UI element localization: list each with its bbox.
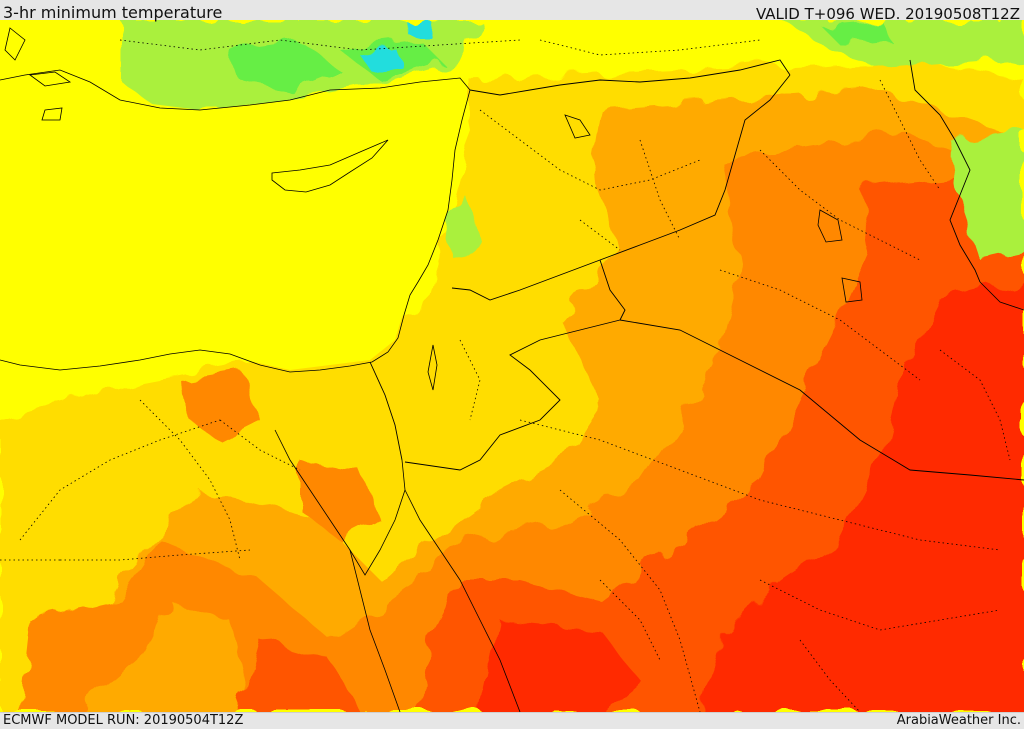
admin-line-2: [639, 139, 681, 241]
national-borders: [369, 59, 1024, 481]
egypt-israel-border: [369, 361, 403, 461]
lakes: [427, 114, 863, 391]
admin-borders: [0, 39, 1011, 712]
credit-label: ArabiaWeather Inc.: [896, 713, 1021, 728]
levant-coast: [0, 89, 471, 373]
mediterranean-sea: [0, 70, 470, 370]
admin-line-18: [459, 339, 481, 421]
lake-habbaniyah: [841, 277, 863, 303]
persian-gulf-coast: [979, 281, 1024, 311]
jordan-saudi-south: [404, 319, 621, 471]
temperature-map-svg: [0, 20, 1024, 712]
zone-light-green-zagros: [950, 130, 1024, 260]
iraq-iran-border: [909, 59, 981, 283]
model-run-label: ECMWF MODEL RUN: 20190504T12Z: [3, 713, 244, 728]
zone-red-orange-west: [240, 640, 360, 712]
turkey-south-coast: [0, 69, 471, 111]
zone-orange-west: [180, 370, 260, 440]
zone-light-green-lebanon: [440, 200, 480, 260]
syria-iraq-border: [599, 74, 791, 261]
admin-line-17: [579, 219, 621, 251]
admin-line-20: [939, 349, 1011, 461]
iraq-jordan-link: [599, 259, 626, 321]
admin-line-13: [219, 419, 301, 471]
aegean-islands: [4, 27, 72, 121]
zone-green-ne: [820, 20, 890, 45]
admin-line-11: [19, 419, 221, 541]
admin-line-6: [559, 489, 701, 712]
zone-red-arabia: [480, 620, 640, 712]
lake-assad: [564, 114, 591, 139]
zone-orange-sinai: [300, 460, 380, 540]
coastlines: [0, 27, 1024, 712]
red-sea-west-coast: [349, 549, 401, 712]
syria-turkey-border: [469, 59, 791, 96]
map-header: 3-hr minimum temperature VALID T+096 WED…: [0, 0, 1024, 23]
valid-time-label: VALID T+096 WED. 20190508T12Z: [755, 5, 1020, 23]
admin-line-19: [599, 579, 661, 661]
red-sea-east-coast: [404, 489, 521, 712]
cyprus-island: [271, 139, 389, 193]
zone-red: [700, 280, 1024, 712]
zone-cyan-ne: [405, 20, 430, 34]
lake-tharthar: [817, 209, 843, 243]
jordan-saudi-border: [451, 259, 601, 301]
iraq-saudi-border: [619, 319, 1024, 481]
temperature-fill: [0, 20, 1024, 712]
dead-sea: [427, 344, 438, 391]
zone-green: [230, 40, 340, 90]
admin-line-1: [479, 109, 701, 191]
admin-line-9: [60, 549, 251, 561]
map-footer: ECMWF MODEL RUN: 20190504T12Z ArabiaWeat…: [0, 712, 1024, 729]
gulf-of-suez: [274, 429, 406, 576]
admin-line-8: [799, 639, 861, 712]
admin-line-5: [519, 419, 1001, 551]
map-title: 3-hr minimum temperature: [3, 3, 223, 22]
temperature-map[interactable]: [0, 20, 1024, 712]
zone-cyan: [360, 48, 400, 70]
